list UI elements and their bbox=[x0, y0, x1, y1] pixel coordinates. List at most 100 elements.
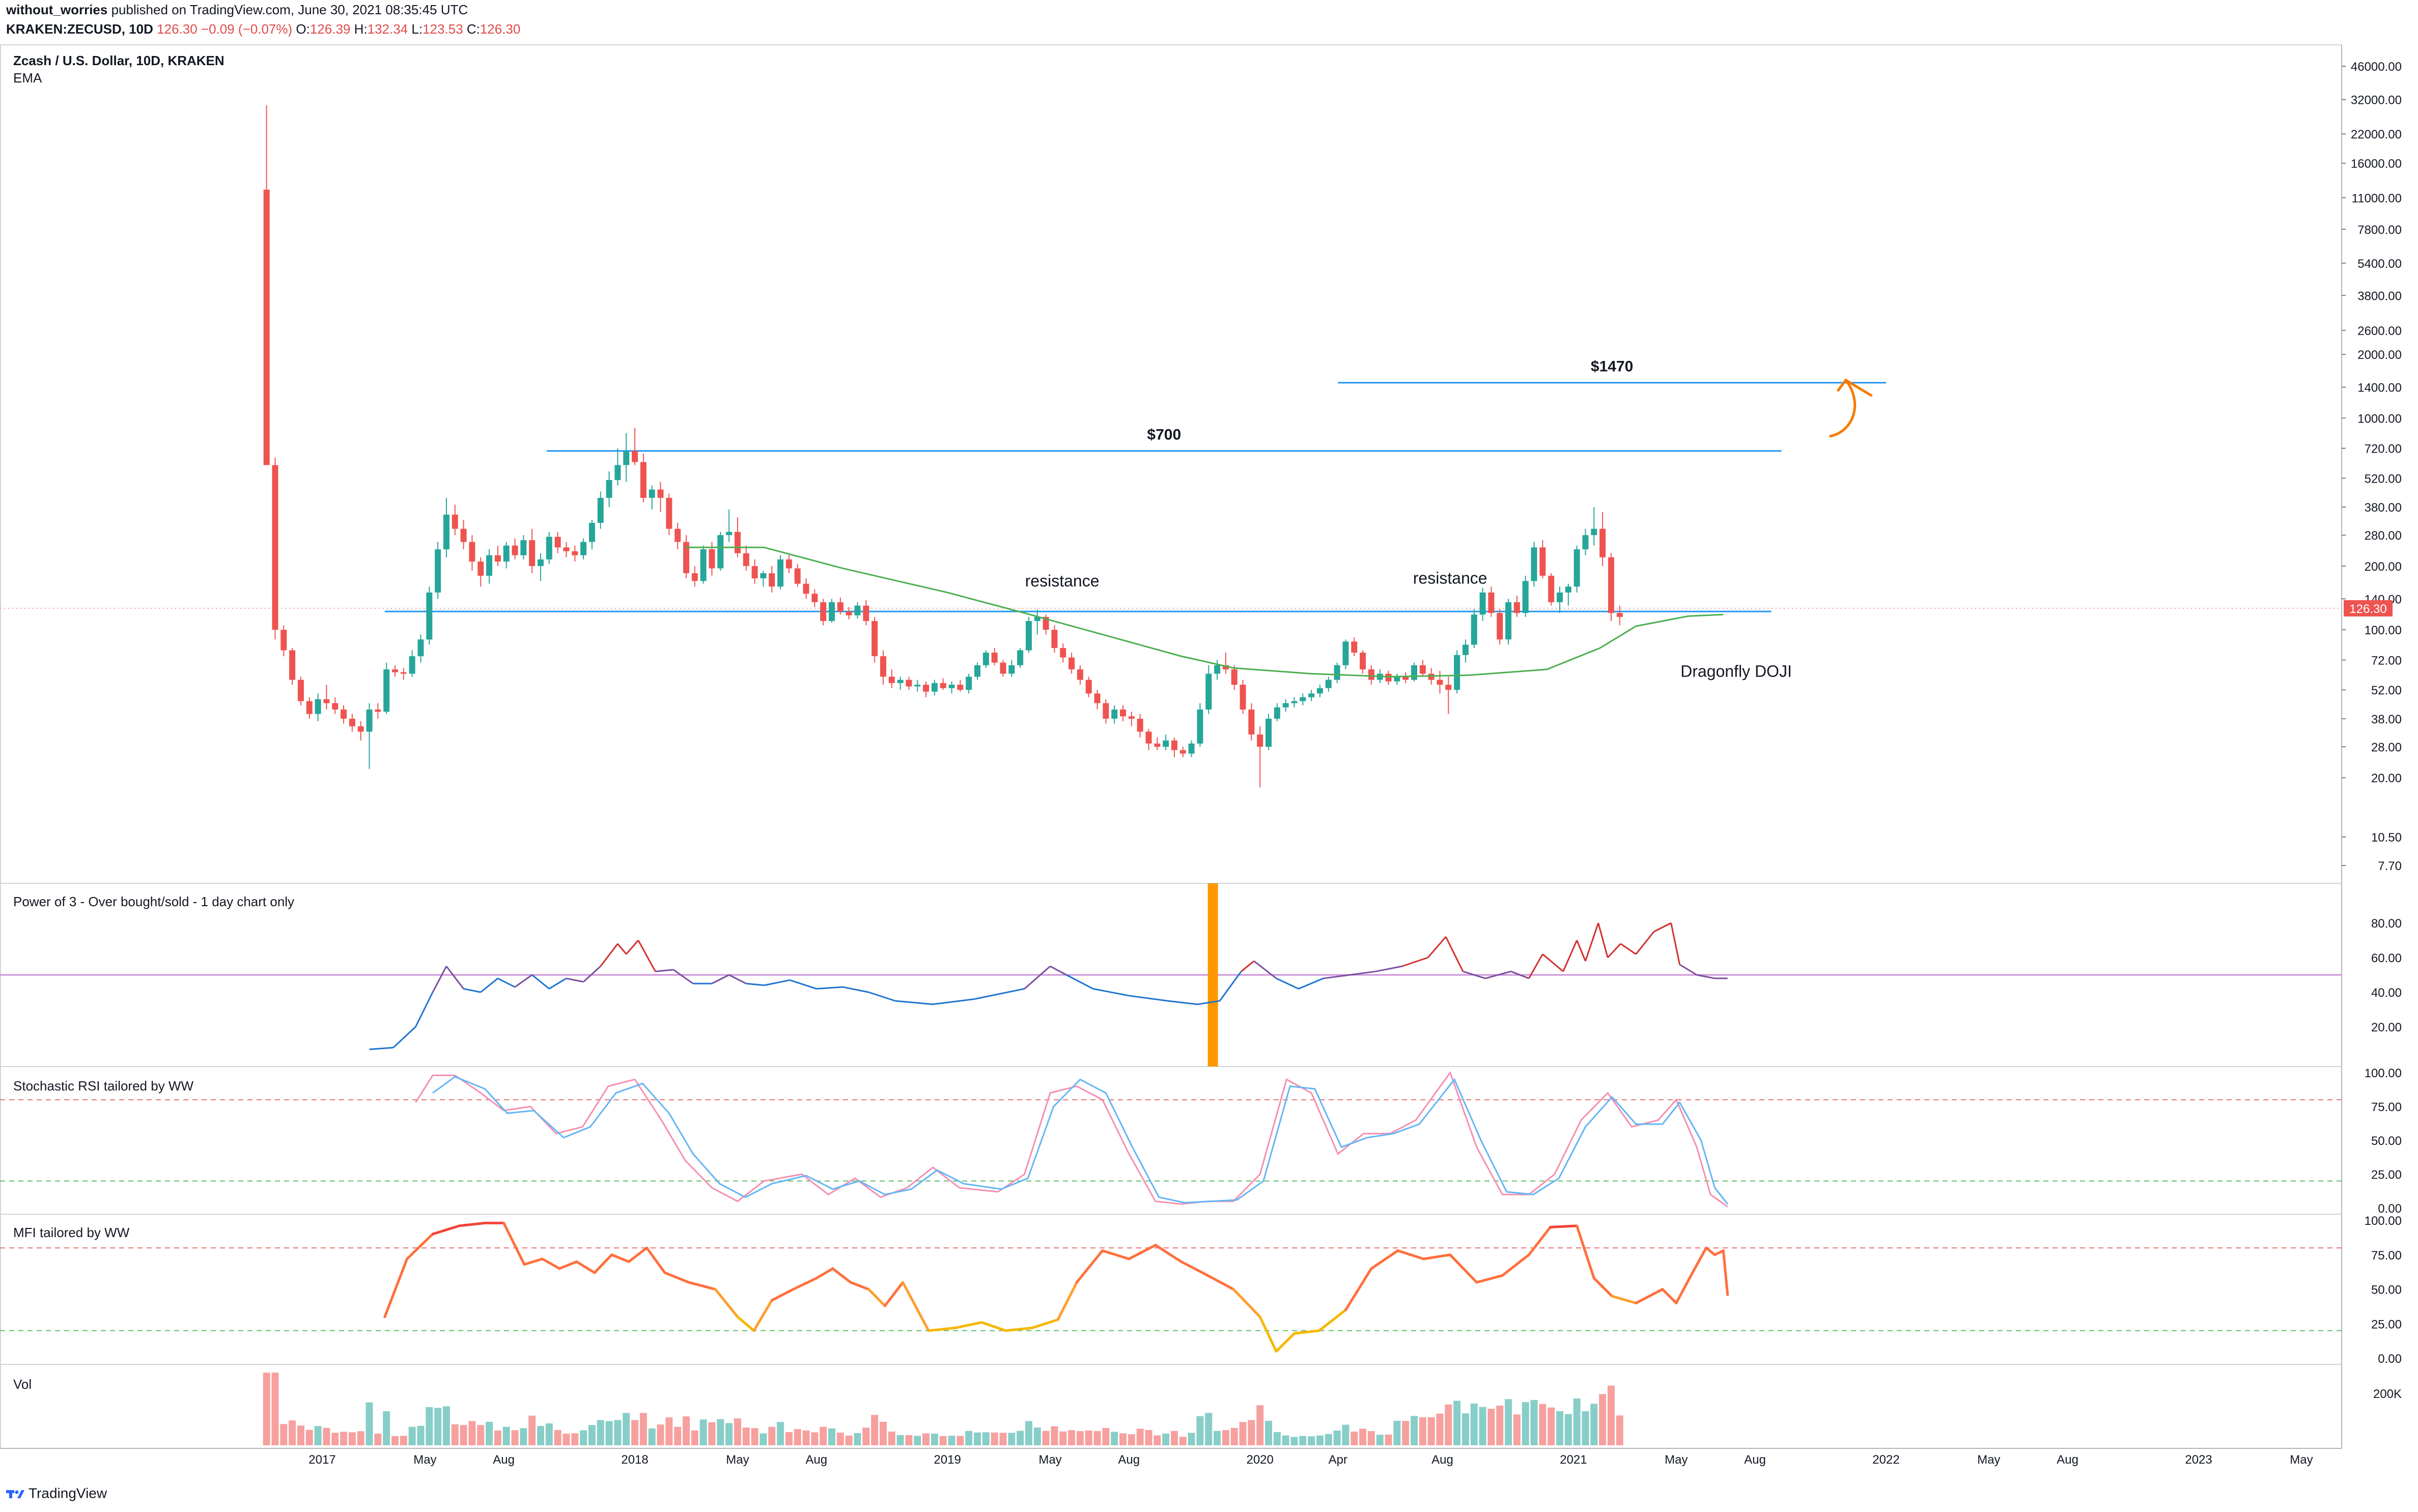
candle-body bbox=[332, 703, 339, 710]
volume-bar bbox=[974, 1432, 981, 1445]
power-tick-label: 80.00 bbox=[2371, 917, 2402, 931]
price-tick-label: 2600.00 bbox=[2357, 324, 2402, 338]
volume-bar bbox=[528, 1415, 536, 1445]
volume-bar bbox=[854, 1433, 861, 1445]
volume-bar bbox=[1427, 1417, 1435, 1445]
high-value: 132.34 bbox=[367, 21, 408, 37]
power-line-segment bbox=[415, 992, 434, 1027]
volume-bar bbox=[1453, 1401, 1461, 1445]
volume-bar bbox=[1128, 1434, 1135, 1445]
stoch-tick-label: 0.00 bbox=[2378, 1202, 2402, 1216]
price-tick-label: 2000.00 bbox=[2357, 348, 2402, 362]
candle-body bbox=[341, 709, 347, 719]
volume-bar bbox=[297, 1425, 304, 1445]
low-label: L: bbox=[411, 21, 423, 37]
power-line-segment bbox=[973, 988, 1025, 1000]
volume-bar bbox=[1411, 1416, 1418, 1445]
price-tick-label: 32000.00 bbox=[2351, 94, 2402, 107]
time-tick-label: Aug bbox=[2057, 1453, 2078, 1467]
candle-body bbox=[1222, 665, 1229, 669]
volume-bar bbox=[1376, 1435, 1384, 1445]
candle-body bbox=[982, 652, 989, 665]
volume-bar bbox=[1042, 1431, 1050, 1445]
power-line-segment bbox=[369, 1047, 393, 1050]
mfi-line-segment bbox=[1691, 1246, 1708, 1274]
mfi-line-segment bbox=[792, 1277, 818, 1291]
volume-bar bbox=[1556, 1411, 1564, 1445]
power-line-segment bbox=[1197, 1000, 1220, 1005]
stoch-series-d bbox=[432, 1076, 1728, 1205]
price-tick-label: 1000.00 bbox=[2357, 412, 2402, 426]
volume-bar bbox=[683, 1416, 690, 1445]
candle-body bbox=[1240, 684, 1246, 710]
volume-bar bbox=[1179, 1437, 1187, 1445]
volume-bar bbox=[794, 1429, 801, 1445]
candle-body bbox=[1197, 709, 1203, 744]
mfi-line-segment bbox=[383, 1257, 409, 1319]
volume-bar bbox=[1522, 1402, 1529, 1445]
candle-body bbox=[803, 583, 809, 594]
mfi-line-segment bbox=[1549, 1224, 1579, 1229]
volume-bar bbox=[1145, 1430, 1152, 1445]
candle-body bbox=[871, 621, 878, 656]
volume-bar bbox=[1513, 1414, 1521, 1445]
candle-body bbox=[383, 669, 390, 712]
volume-bar bbox=[1342, 1424, 1349, 1445]
mfi-line-segment bbox=[1101, 1249, 1131, 1261]
volume-bar bbox=[468, 1421, 476, 1445]
volume-bar bbox=[1479, 1407, 1486, 1445]
candle-body bbox=[1402, 677, 1409, 680]
power-line-segment bbox=[549, 977, 567, 990]
mfi-line-segment bbox=[1275, 1332, 1296, 1353]
volume-bar bbox=[597, 1420, 604, 1445]
price-tick-label: 16000.00 bbox=[2351, 157, 2402, 171]
mfi-line-segment bbox=[980, 1321, 1007, 1332]
candle-body bbox=[700, 549, 707, 581]
current-price-label: 126.30 bbox=[2349, 602, 2386, 616]
power-line-segment bbox=[1696, 974, 1715, 979]
time-tick-label: May bbox=[413, 1453, 436, 1467]
candle-body bbox=[1565, 586, 1571, 593]
candle-body bbox=[906, 680, 912, 687]
volume-bar bbox=[383, 1411, 390, 1445]
mfi-line-segment bbox=[736, 1315, 755, 1332]
price-tick-label: 28.00 bbox=[2371, 741, 2402, 754]
candle-body bbox=[1488, 592, 1495, 613]
candle-body bbox=[460, 528, 467, 542]
author-name[interactable]: without_worries bbox=[6, 2, 108, 17]
power-line-segment bbox=[1542, 954, 1564, 972]
mfi-line-segment bbox=[831, 1267, 852, 1284]
time-tick-label: Aug bbox=[493, 1453, 515, 1467]
ema-legend: EMA bbox=[13, 70, 42, 86]
mfi-line-segment bbox=[714, 1288, 739, 1319]
volume-bar bbox=[1008, 1433, 1016, 1445]
power-line-segment bbox=[1679, 964, 1697, 976]
candle-body bbox=[880, 656, 886, 677]
volume-bar bbox=[502, 1426, 510, 1445]
candle-body bbox=[1316, 688, 1323, 694]
power-line-segment bbox=[1670, 922, 1681, 965]
candle-body bbox=[1462, 645, 1469, 655]
stoch-series-k bbox=[415, 1071, 1728, 1208]
power-line-segment bbox=[895, 1000, 933, 1005]
power-line-segment bbox=[1445, 936, 1464, 972]
power-line-segment bbox=[600, 943, 618, 967]
power-line-segment bbox=[1597, 922, 1609, 958]
volume-bar bbox=[305, 1430, 313, 1445]
high-label: H: bbox=[354, 21, 368, 37]
candle-body bbox=[409, 656, 415, 674]
candle-body bbox=[1163, 740, 1169, 747]
time-tick-label: Aug bbox=[1431, 1453, 1453, 1467]
mfi-line-segment bbox=[1075, 1249, 1104, 1284]
mfi-line-segment bbox=[1661, 1288, 1678, 1305]
volume-bar bbox=[442, 1406, 450, 1445]
candle-body bbox=[760, 573, 767, 579]
candle-body bbox=[1445, 684, 1452, 690]
power-line-segment bbox=[1635, 931, 1655, 955]
mfi-line-segment bbox=[1179, 1260, 1210, 1277]
candle-body bbox=[1077, 669, 1083, 680]
power-line-segment bbox=[583, 965, 601, 983]
mfi-line-segment bbox=[541, 1257, 561, 1270]
mfi-line-segment bbox=[575, 1260, 596, 1274]
